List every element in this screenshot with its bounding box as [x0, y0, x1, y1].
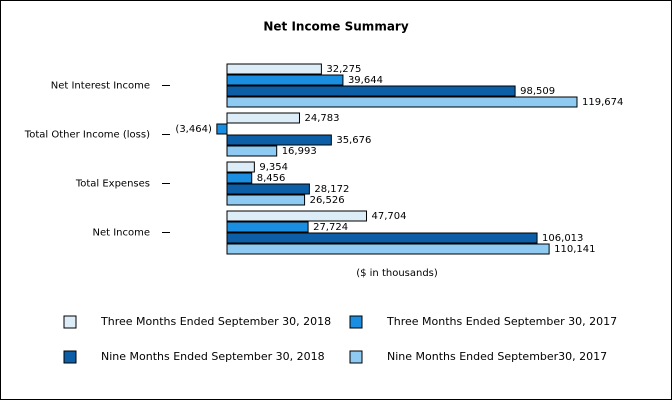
value-label: 106,013: [542, 233, 583, 244]
bar: [226, 85, 516, 97]
value-label: 28,172: [314, 184, 349, 195]
legend-label: Three Months Ended September 30, 2018: [100, 315, 331, 328]
value-label: 26,526: [310, 195, 345, 206]
bar: [226, 210, 368, 222]
legend-swatch: [349, 350, 363, 364]
bar: [226, 134, 332, 146]
bar: [226, 63, 322, 75]
bar: [226, 194, 306, 206]
value-label: 39,644: [348, 75, 383, 86]
value-label: (3,464): [175, 124, 212, 135]
value-label: 27,724: [313, 222, 348, 233]
value-label: 24,783: [304, 113, 339, 124]
value-label: 110,141: [554, 244, 595, 255]
y-tick-label: Total Other Income (loss): [24, 130, 150, 141]
legend-label: Three Months Ended September 30, 2017: [386, 315, 617, 328]
bar: [226, 243, 550, 255]
chart-title: Net Income Summary: [263, 20, 408, 34]
bar: [226, 145, 278, 157]
legend-swatch: [349, 315, 363, 329]
bar: [226, 74, 344, 86]
value-label: 98,509: [520, 86, 555, 97]
y-tick-label: Total Expenses: [75, 179, 150, 190]
bar: [226, 172, 253, 184]
bar: [226, 221, 309, 233]
value-label: 9,354: [259, 162, 288, 173]
bar: [226, 161, 255, 173]
y-tick-label: Net Interest Income: [51, 81, 150, 92]
bar: [226, 112, 300, 124]
legend-label: Nine Months Ended September 30, 2018: [101, 350, 325, 363]
legend-label: Nine Months Ended September30, 2017: [387, 350, 607, 363]
value-label: 32,275: [326, 64, 361, 75]
bar: [226, 96, 578, 108]
value-label: 35,676: [336, 135, 371, 146]
value-label: 119,674: [582, 97, 623, 108]
y-tick-label: Net Income: [92, 228, 150, 239]
x-axis-label: ($ in thousands): [356, 268, 438, 279]
legend-swatch: [63, 315, 77, 329]
bar: [226, 183, 310, 195]
value-label: 47,704: [372, 211, 407, 222]
bar: [226, 232, 538, 244]
value-label: 16,993: [282, 146, 317, 157]
bar: [216, 123, 228, 135]
legend-swatch: [63, 350, 77, 364]
value-label: 8,456: [257, 173, 286, 184]
